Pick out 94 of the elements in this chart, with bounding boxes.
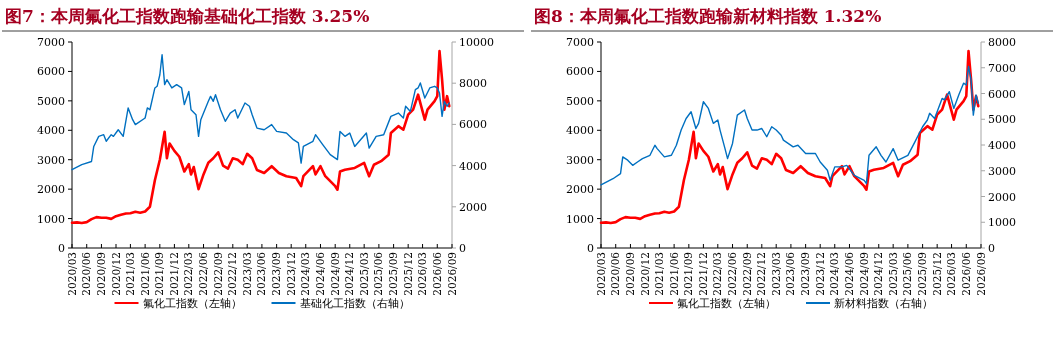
y-tick-label: 4000 <box>566 124 594 138</box>
x-tick-label: 2021/12 <box>167 252 180 296</box>
x-tick-label: 2022/06 <box>197 251 210 296</box>
y-tick-label: 1000 <box>566 212 594 226</box>
x-tick-label: 2021/06 <box>667 251 680 296</box>
x-tick-label: 2020/12 <box>109 252 122 296</box>
x-tick-label: 2024/06 <box>842 251 855 296</box>
x-tick-label: 2020/03 <box>594 252 607 296</box>
y2-tick-label: 0 <box>988 242 995 255</box>
y2-tick-label: 6000 <box>988 87 1016 101</box>
x-tick-label: 2023/03 <box>769 252 782 296</box>
x-tick-label: 2021/03 <box>123 252 136 296</box>
x-tick-label: 2025/03 <box>357 252 370 296</box>
x-tick-label: 2026/09 <box>445 252 458 296</box>
y2-tick-label: 8000 <box>459 77 487 91</box>
y2-tick-label: 8000 <box>988 36 1016 49</box>
x-tick-label: 2023/09 <box>799 252 812 296</box>
y2-tick-label: 10000 <box>459 36 494 49</box>
x-tick-label: 2022/09 <box>740 252 753 296</box>
legend-label: 氟化工指数（左轴） <box>677 297 776 310</box>
x-tick-label: 2022/03 <box>182 252 195 296</box>
x-tick-label: 2022/09 <box>211 252 224 296</box>
x-tick-label: 2020/09 <box>94 252 107 296</box>
x-tick-label: 2022/12 <box>226 252 239 296</box>
x-tick-label: 2022/03 <box>711 252 724 296</box>
y-tick-label: 0 <box>587 242 594 255</box>
x-tick-label: 2021/09 <box>153 252 166 296</box>
y2-tick-label: 3000 <box>988 164 1016 178</box>
y-tick-label: 3000 <box>566 153 594 167</box>
x-tick-label: 2025/12 <box>401 252 414 296</box>
x-tick-label: 2025/06 <box>901 251 914 296</box>
legend-label: 氟化工指数（左轴） <box>142 297 242 310</box>
y2-tick-label: 5000 <box>988 113 1016 127</box>
x-tick-label: 2024/06 <box>313 251 326 296</box>
legend-label: 基础化工指数（右轴） <box>299 297 410 310</box>
y2-tick-label: 4000 <box>459 159 487 173</box>
line-series <box>71 54 450 171</box>
x-tick-label: 2023/06 <box>784 251 797 296</box>
x-tick-label: 2020/12 <box>638 252 651 296</box>
x-tick-label: 2021/03 <box>652 252 665 296</box>
chart-title: 图8：本周氟化工指数跑输新材料指数 1.32% <box>534 6 882 26</box>
y-tick-label: 2000 <box>37 183 65 197</box>
x-tick-label: 2024/12 <box>343 252 356 296</box>
y-tick-label: 7000 <box>37 36 65 49</box>
x-tick-label: 2020/09 <box>623 252 636 296</box>
x-tick-label: 2025/03 <box>886 252 899 296</box>
x-tick-label: 2025/12 <box>930 252 943 296</box>
y2-tick-label: 1000 <box>988 216 1016 230</box>
x-tick-label: 2021/09 <box>682 252 695 296</box>
x-tick-label: 2024/03 <box>828 252 841 296</box>
y-tick-label: 6000 <box>37 65 65 79</box>
y-tick-label: 5000 <box>566 94 594 108</box>
x-tick-label: 2026/03 <box>416 252 429 296</box>
x-tick-label: 2023/12 <box>284 252 297 296</box>
x-tick-label: 2021/12 <box>696 252 709 296</box>
x-tick-label: 2023/06 <box>255 251 268 296</box>
x-tick-label: 2022/12 <box>755 252 768 296</box>
x-tick-label: 2021/06 <box>138 251 151 296</box>
y-tick-label: 4000 <box>37 124 65 138</box>
x-tick-label: 2026/09 <box>974 252 987 296</box>
line-series <box>600 65 979 186</box>
x-tick-label: 2025/09 <box>916 252 929 296</box>
x-tick-label: 2023/12 <box>813 252 826 296</box>
x-tick-label: 2026/06 <box>959 251 972 296</box>
y2-tick-label: 2000 <box>459 200 487 214</box>
y2-tick-label: 0 <box>459 242 466 255</box>
y2-tick-label: 4000 <box>988 139 1016 152</box>
y2-tick-label: 6000 <box>459 118 487 132</box>
chart-title: 图7：本周氟化工指数跑输基础化工指数 3.25% <box>5 6 370 26</box>
y-tick-label: 7000 <box>566 36 594 49</box>
y-tick-label: 5000 <box>37 94 65 108</box>
x-tick-label: 2024/09 <box>857 252 870 296</box>
line-series <box>70 49 451 225</box>
y-tick-label: 2000 <box>566 183 594 197</box>
x-tick-label: 2023/03 <box>240 252 253 296</box>
y-tick-label: 1000 <box>37 212 65 226</box>
x-tick-label: 2020/06 <box>609 251 622 296</box>
x-tick-label: 2024/09 <box>328 252 341 296</box>
x-tick-label: 2024/03 <box>299 252 312 296</box>
x-tick-label: 2026/06 <box>430 251 443 296</box>
x-tick-label: 2022/06 <box>726 251 739 296</box>
y-tick-label: 3000 <box>37 153 65 167</box>
y-tick-label: 6000 <box>566 65 594 79</box>
y2-tick-label: 7000 <box>988 61 1016 75</box>
x-tick-label: 2024/12 <box>872 252 885 296</box>
x-tick-label: 2020/06 <box>80 251 93 296</box>
x-tick-label: 2025/06 <box>372 251 385 296</box>
x-tick-label: 2020/03 <box>65 252 78 296</box>
x-tick-label: 2023/09 <box>270 252 283 296</box>
y2-tick-label: 2000 <box>988 190 1016 204</box>
y-tick-label: 0 <box>58 242 65 255</box>
x-tick-label: 2025/09 <box>387 252 400 296</box>
legend-label: 新材料指数（右轴） <box>834 297 933 310</box>
x-tick-label: 2026/03 <box>945 252 958 296</box>
